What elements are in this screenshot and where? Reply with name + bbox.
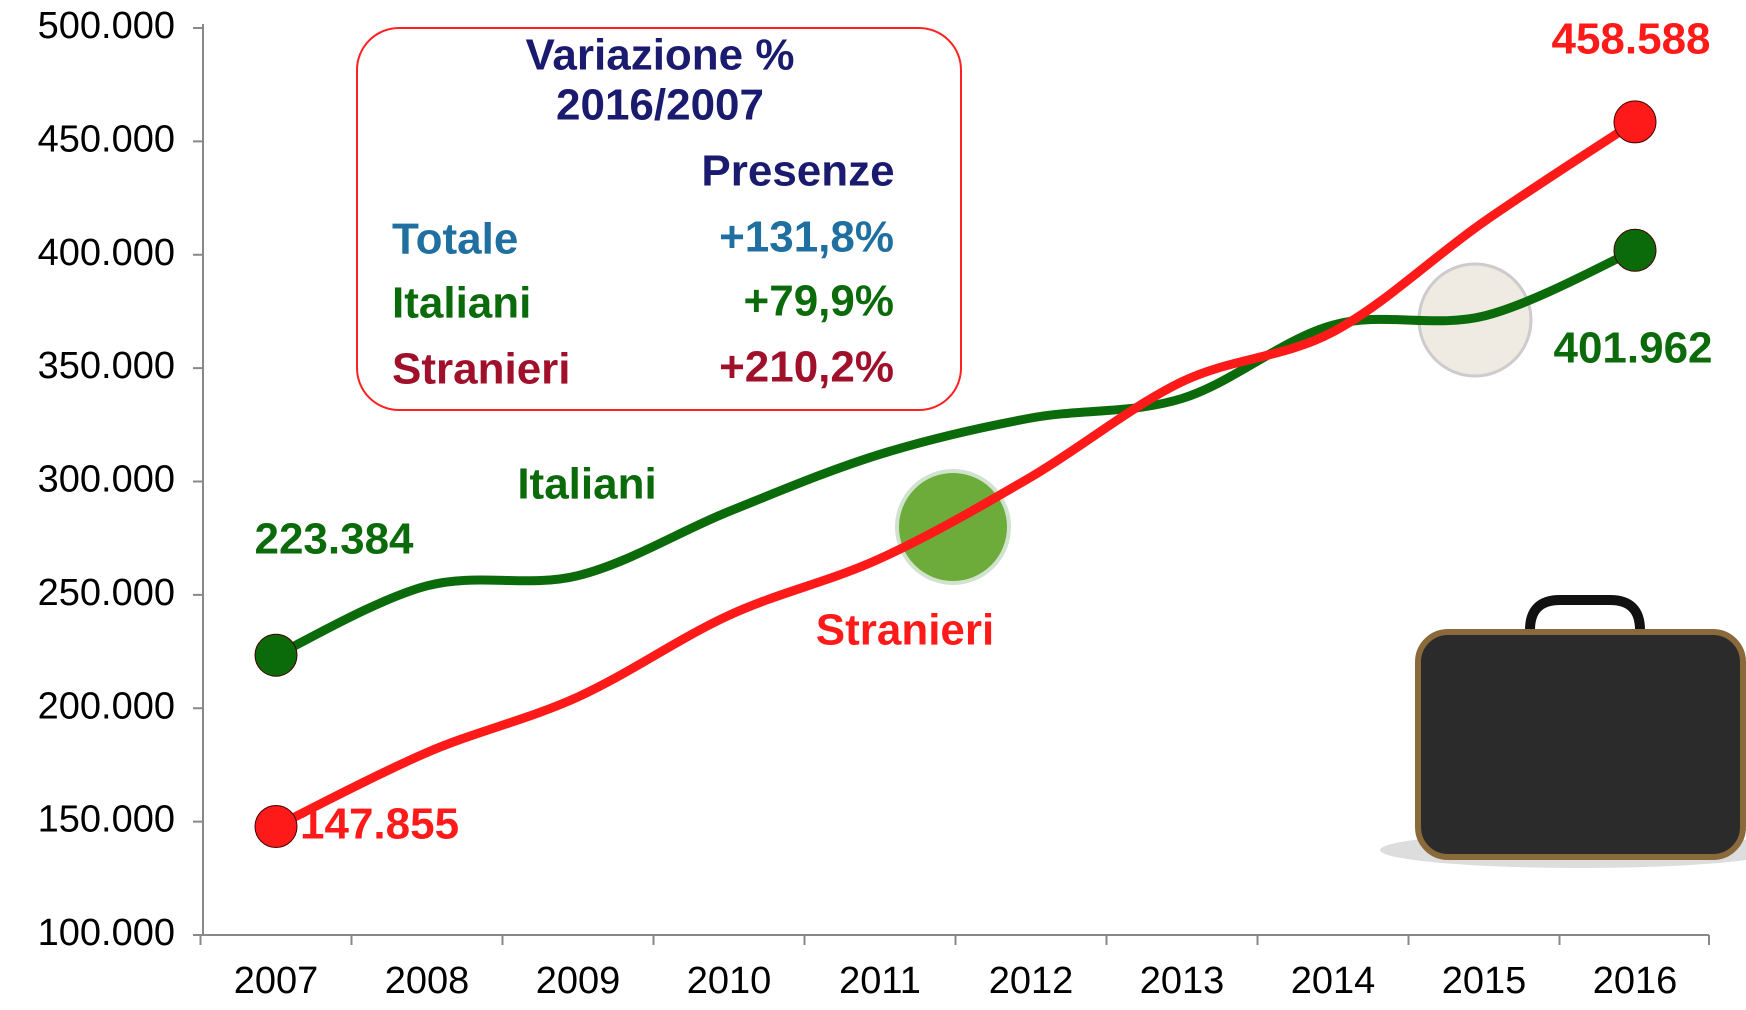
- series-label: Stranieri: [816, 606, 995, 655]
- end-marker: [254, 633, 298, 677]
- annotation-value: +210,2%: [719, 343, 894, 392]
- end-marker: [254, 804, 298, 848]
- y-tick-label: 200.000: [38, 685, 175, 727]
- y-tick-label: 350.000: [38, 345, 175, 387]
- y-tick-label: 400.000: [38, 232, 175, 274]
- x-tick-label: 2008: [385, 960, 470, 1002]
- annotation-label: Stranieri: [392, 345, 571, 394]
- y-tick-label: 300.000: [38, 459, 175, 501]
- annotation-value: +131,8%: [719, 213, 894, 262]
- x-tick-label: 2007: [234, 960, 319, 1002]
- data-label: 401.962: [1553, 324, 1712, 373]
- x-tick-label: 2013: [1140, 960, 1225, 1002]
- annotation-title: Variazione %: [525, 31, 794, 80]
- data-label: 458.588: [1551, 15, 1710, 64]
- annotation-column: Presenze: [701, 147, 894, 196]
- x-tick-label: 2011: [839, 960, 921, 1002]
- y-tick-label: 100.000: [38, 912, 175, 954]
- y-tick-label: 250.000: [38, 572, 175, 614]
- y-tick-label: 450.000: [38, 118, 175, 160]
- annotation-value: +79,9%: [744, 277, 894, 326]
- annotation-label: Italiani: [392, 279, 531, 328]
- series-label: Italiani: [517, 460, 656, 509]
- x-tick-label: 2014: [1291, 960, 1376, 1002]
- x-tick-label: 2012: [989, 960, 1074, 1002]
- annotation-title: 2016/2007: [556, 81, 764, 130]
- x-tick-label: 2010: [687, 960, 772, 1002]
- data-label: 147.855: [300, 800, 459, 849]
- annotation-label: Totale: [392, 215, 518, 264]
- x-tick-label: 2016: [1593, 960, 1678, 1002]
- end-marker: [1613, 228, 1657, 272]
- suitcase-icon: [1380, 595, 1746, 868]
- globe-icon: [895, 469, 1011, 585]
- y-tick-label: 500.000: [38, 5, 175, 47]
- series-line: [271, 117, 1640, 831]
- annotation-box: [356, 27, 962, 411]
- data-label: 223.384: [254, 515, 414, 564]
- x-tick-label: 2009: [536, 960, 621, 1002]
- y-tick-label: 150.000: [38, 799, 175, 841]
- end-marker: [1613, 100, 1657, 144]
- x-tick-label: 2015: [1442, 960, 1527, 1002]
- series-line: [271, 245, 1640, 660]
